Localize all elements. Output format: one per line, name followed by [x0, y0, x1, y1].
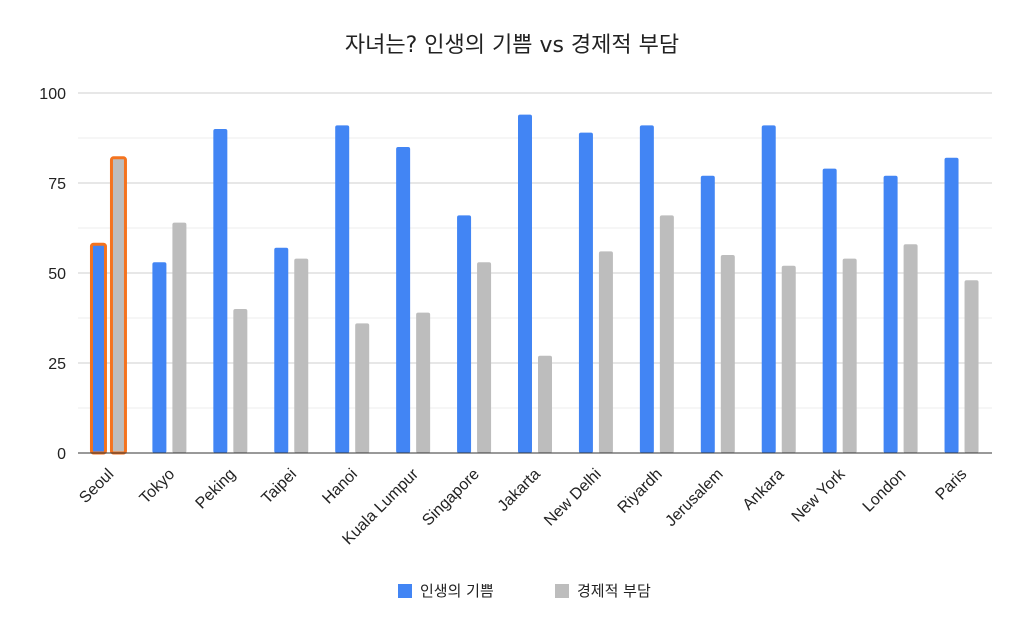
bar-burden-new-delhi — [598, 251, 613, 453]
y-axis-ticks: 0 25 50 75 100 — [39, 86, 66, 463]
bar-burden-jakarta — [538, 355, 552, 453]
y-tick-label: 100 — [39, 86, 66, 103]
bar-joy-riyardh — [639, 125, 654, 454]
bar-burden-new-york — [842, 258, 857, 453]
bar-joy-singapore — [457, 215, 472, 453]
bar-burden-riyardh — [659, 215, 674, 453]
y-tick-label: 25 — [48, 356, 66, 373]
legend-label-burden: 경제적 부담 — [577, 582, 651, 600]
bar-joy-taipei — [274, 247, 289, 453]
bar-burden-taipei — [294, 258, 309, 453]
bar-burden-jerusalem — [720, 255, 735, 453]
bar-joy-new-york — [822, 168, 837, 453]
legend: 인생의 기쁨 경제적 부담 — [398, 582, 651, 600]
legend-label-joy: 인생의 기쁨 — [420, 582, 494, 600]
x-category-label: Riyardh — [615, 466, 666, 517]
x-category-label: New York — [789, 465, 850, 526]
grid-lines — [78, 92, 992, 409]
bar-joy-kuala-lumpur — [396, 147, 411, 453]
bar-joy-jakarta — [518, 114, 532, 453]
bar-burden-seoul — [109, 156, 127, 455]
bar-burden-paris — [964, 280, 979, 453]
x-category-label: Hanoi — [319, 466, 361, 508]
bar-burden-peking — [233, 309, 248, 453]
bar-joy-seoul — [89, 242, 107, 455]
y-tick-label: 50 — [48, 266, 66, 283]
bar-burden-kuala-lumpur — [416, 312, 431, 453]
bar-joy-ankara — [761, 125, 776, 454]
x-category-label: New Delhi — [541, 466, 605, 530]
y-tick-label: 75 — [48, 176, 66, 193]
x-category-label: Ankara — [740, 466, 788, 514]
bar-joy-jerusalem — [700, 175, 715, 454]
bar-burden-singapore — [477, 262, 492, 453]
x-category-label: London — [860, 466, 910, 516]
bar-joy-tokyo — [152, 262, 167, 453]
x-category-label: Seoul — [76, 466, 117, 507]
x-category-label: Jakarta — [495, 466, 544, 515]
legend-swatch-joy — [398, 584, 412, 598]
x-category-label: Singapore — [419, 466, 483, 530]
legend-swatch-burden — [555, 584, 569, 598]
x-category-label: Taipei — [259, 466, 301, 508]
bar-joy-hanoi — [335, 125, 350, 454]
bar-burden-london — [903, 244, 918, 453]
bar-burden-tokyo — [172, 222, 187, 453]
chart-title: 자녀는? 인생의 기쁨 vs 경제적 부담 — [345, 33, 679, 58]
bar-joy-paris — [944, 157, 959, 454]
y-tick-label: 0 — [57, 446, 66, 463]
bars — [89, 114, 979, 455]
x-category-label: Peking — [193, 466, 240, 513]
x-category-label: Paris — [933, 466, 971, 504]
x-category-label: Tokyo — [137, 466, 179, 508]
x-category-label: Jerusalem — [662, 466, 726, 530]
bar-joy-peking — [213, 129, 228, 453]
bar-burden-ankara — [781, 265, 796, 453]
bar-burden-hanoi — [355, 323, 370, 453]
bar-joy-new-delhi — [578, 132, 593, 453]
bar-joy-london — [883, 175, 898, 454]
